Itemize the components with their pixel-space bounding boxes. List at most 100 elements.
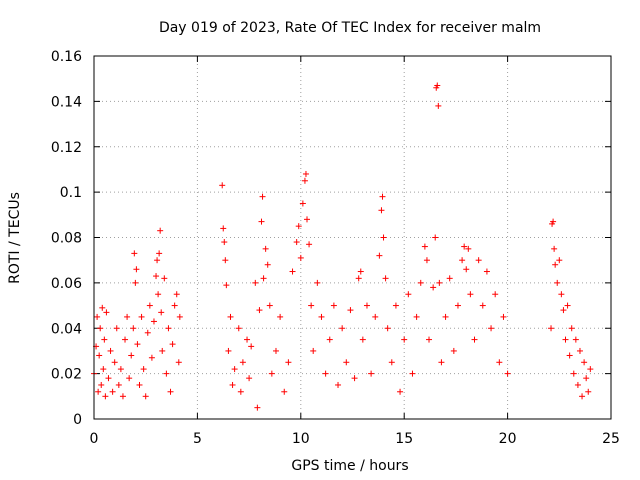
data-point <box>435 102 442 109</box>
data-point <box>171 302 178 309</box>
data-point <box>126 375 133 382</box>
data-point <box>488 325 495 332</box>
data-point <box>378 207 385 214</box>
data-point <box>153 273 160 280</box>
data-point <box>413 313 420 320</box>
data-point <box>318 313 325 320</box>
y-tick-label: 0.14 <box>51 94 82 110</box>
y-tick-label: 0 <box>73 412 82 428</box>
data-point <box>99 304 106 311</box>
data-point <box>585 388 592 395</box>
data-point <box>235 325 242 332</box>
data-point <box>159 347 166 354</box>
data-point <box>581 359 588 366</box>
data-point <box>227 313 234 320</box>
x-tick-label: 15 <box>395 431 413 447</box>
data-point <box>434 82 441 89</box>
data-point <box>382 275 389 282</box>
data-point <box>430 284 437 291</box>
data-point <box>165 325 172 332</box>
data-point <box>587 366 594 373</box>
data-point <box>566 352 573 359</box>
data-point <box>330 302 337 309</box>
data-point <box>161 275 168 282</box>
data-point <box>376 252 383 259</box>
data-point <box>355 275 362 282</box>
data-point <box>306 241 313 248</box>
data-point <box>144 329 151 336</box>
data-point <box>442 313 449 320</box>
data-point <box>568 325 575 332</box>
data-point <box>122 336 129 343</box>
plot-frame <box>93 55 612 420</box>
data-point <box>138 313 145 320</box>
x-tick-label: 25 <box>602 431 620 447</box>
data-point <box>297 254 304 261</box>
data-point <box>268 370 275 377</box>
y-tick-label: 0.1 <box>60 185 82 201</box>
data-point <box>117 366 124 373</box>
data-point <box>339 325 346 332</box>
data-point <box>132 279 139 286</box>
data-point <box>103 309 110 316</box>
data-point <box>264 261 271 268</box>
data-point <box>119 393 126 400</box>
data-point <box>492 291 499 298</box>
data-point <box>343 359 350 366</box>
data-point <box>248 343 255 350</box>
data-point <box>158 309 165 316</box>
data-point <box>552 261 559 268</box>
data-point <box>421 243 428 250</box>
data-point <box>436 279 443 286</box>
data-point <box>222 257 229 264</box>
y-tick-label: 0.02 <box>51 367 82 383</box>
data-point <box>156 250 163 257</box>
data-point <box>471 336 478 343</box>
data-point <box>221 239 228 246</box>
data-point <box>426 336 433 343</box>
data-point <box>576 347 583 354</box>
data-point <box>562 336 569 343</box>
data-point <box>392 302 399 309</box>
data-point <box>446 275 453 282</box>
data-point <box>380 234 387 241</box>
data-point <box>107 347 114 354</box>
data-point <box>95 388 102 395</box>
data-point <box>454 302 461 309</box>
data-point <box>258 218 265 225</box>
data-point <box>479 302 486 309</box>
data-point <box>163 370 170 377</box>
grid-lines <box>94 56 611 419</box>
data-point <box>252 279 259 286</box>
data-point <box>262 245 269 252</box>
data-point <box>574 381 581 388</box>
data-point <box>169 341 176 348</box>
data-point <box>363 302 370 309</box>
data-point <box>570 370 577 377</box>
data-point <box>560 307 567 314</box>
data-point <box>564 302 571 309</box>
data-point <box>465 245 472 252</box>
data-point <box>285 359 292 366</box>
y-tick-label: 0.08 <box>51 231 82 247</box>
data-point <box>229 381 236 388</box>
data-point <box>167 388 174 395</box>
data-point <box>109 388 116 395</box>
data-point <box>388 359 395 366</box>
data-point <box>326 336 333 343</box>
data-point <box>113 325 120 332</box>
data-point <box>483 268 490 275</box>
data-point <box>173 291 180 298</box>
data-point <box>417 279 424 286</box>
data-point <box>154 257 161 264</box>
chart-title: Day 019 of 2023, Rate Of TEC Index for r… <box>159 20 541 36</box>
data-point <box>98 381 105 388</box>
data-point <box>397 388 404 395</box>
data-point <box>459 257 466 264</box>
data-point <box>220 225 227 232</box>
data-point <box>432 234 439 241</box>
x-axis-label: GPS time / hours <box>291 458 408 474</box>
data-point <box>155 291 162 298</box>
data-point <box>130 325 137 332</box>
